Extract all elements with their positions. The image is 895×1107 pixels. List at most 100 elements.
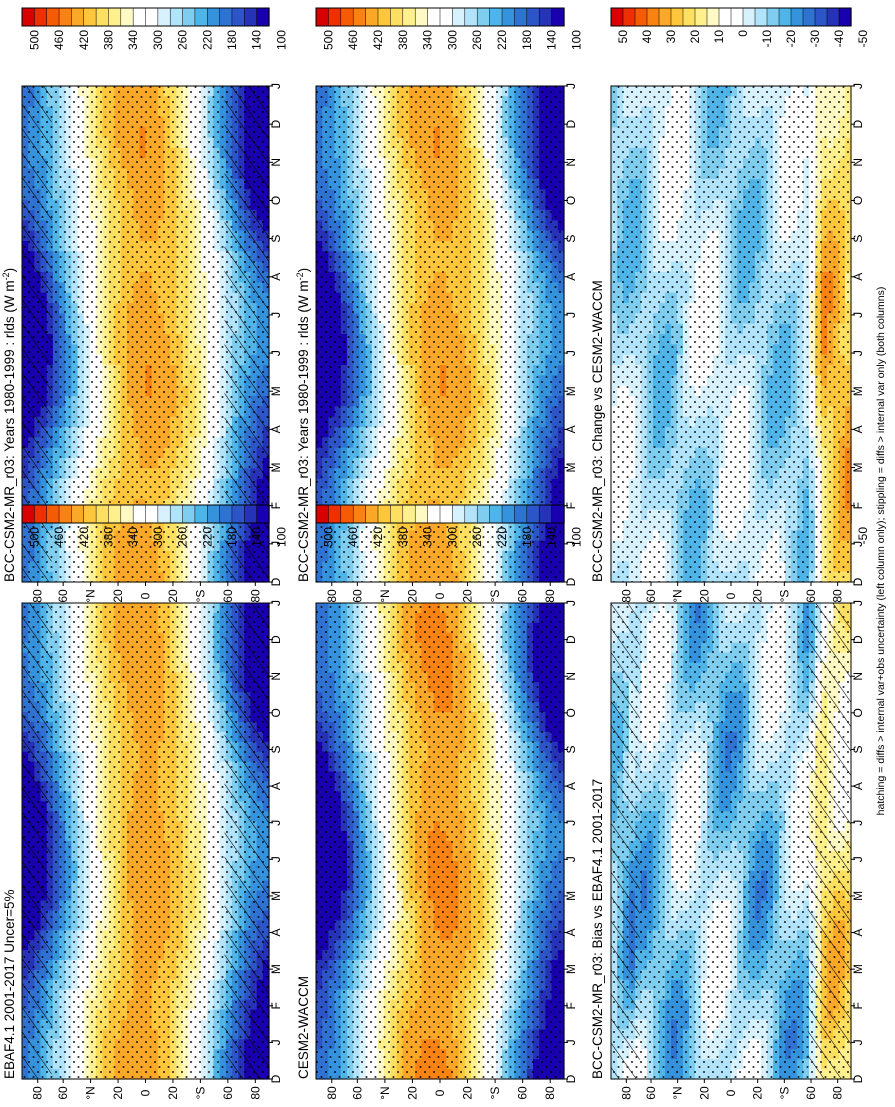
lat-tick-label: 0 (139, 592, 153, 599)
month-tick-label: N (564, 158, 578, 167)
colorbar-label: 180 (520, 30, 534, 50)
lat-tick-label: 20 (461, 589, 475, 603)
panel-title-end: ) (2, 268, 17, 273)
panel-title-sup: -2 (295, 272, 305, 280)
colorbar-swatch (465, 8, 478, 26)
colorbar-swatch (84, 8, 97, 26)
panel-title-text: BCC-CSM2-MR_r03: Years 1980-1999 : rlds … (296, 280, 311, 582)
colorbar-label: 460 (346, 30, 360, 50)
colorbar-swatch (353, 8, 366, 26)
colorbar-swatch (170, 8, 183, 26)
colorbar-swatch (514, 8, 527, 26)
colorbar-swatch (34, 8, 47, 26)
month-tick-label: O (269, 196, 283, 205)
colorbar-label: 300 (151, 30, 165, 50)
colorbar-swatch (146, 8, 159, 26)
colorbar-swatch (490, 8, 503, 26)
month-tick-label: F (564, 502, 578, 509)
panel-title: BCC-CSM2-MR_r03: Years 1980-1999 : rlds … (295, 268, 311, 582)
month-tick-label: J (564, 83, 578, 89)
colorbar-swatch (257, 8, 270, 26)
month-tick-label: M (269, 386, 283, 396)
colorbar-swatch (452, 8, 465, 26)
colorbar-label: 500 (27, 30, 41, 50)
lat-tick-label: 80 (543, 589, 557, 603)
lat-tick-label: 80 (31, 589, 45, 603)
panel-title: BCC-CSM2-MR_r03: Years 1980-1999 : rlds … (1, 268, 17, 582)
colorbar-label: 340 (421, 30, 435, 50)
colorbar-swatch (477, 8, 490, 26)
colorbar-label: 300 (445, 30, 459, 50)
month-tick-label: M (564, 386, 578, 396)
lat-tick-label: 60 (516, 589, 530, 603)
colorbar-swatch (328, 8, 341, 26)
colorbar-swatch (316, 8, 329, 26)
colorbar-swatch (341, 8, 354, 26)
lat-tick-label: 20 (111, 589, 125, 603)
colorbar-swatch (158, 8, 171, 26)
month-tick-label: A (564, 425, 578, 433)
month-tick-label: D (564, 119, 578, 128)
month-tick-label: D (269, 577, 283, 586)
month-tick-label: A (564, 273, 578, 281)
colorbar-label: 340 (126, 30, 140, 50)
month-tick-label: N (269, 158, 283, 167)
panel-title-text: BCC-CSM2-MR_r03: Years 1980-1999 : rlds … (2, 280, 17, 582)
month-tick-label: A (269, 425, 283, 433)
lat-tick-label: 60 (221, 589, 235, 603)
colorbar-label: 260 (176, 30, 190, 50)
colorbar-swatch (121, 8, 134, 26)
month-tick-label: S (564, 235, 578, 243)
lat-tick-label: 20 (405, 589, 419, 603)
colorbar-swatch (552, 8, 565, 26)
colorbar-label: 420 (371, 30, 385, 50)
colorbar-label: 380 (396, 30, 410, 50)
colorbar-swatch (390, 8, 403, 26)
colorbar-swatch (415, 8, 428, 26)
lat-tick-label: 60 (56, 589, 70, 603)
lat-tick-label: °N (84, 589, 98, 602)
colorbar-swatch (195, 8, 208, 26)
colorbar-label: 500 (321, 30, 335, 50)
colorbar-swatch (366, 8, 379, 26)
colorbar-label: 420 (77, 30, 91, 50)
colorbar-label: 140 (250, 30, 264, 50)
month-tick-label: O (564, 196, 578, 205)
month-tick-label: J (269, 83, 283, 89)
lat-tick-label: 20 (166, 589, 180, 603)
month-tick-label: F (269, 502, 283, 509)
colorbar-swatch (133, 8, 146, 26)
month-tick-label: D (564, 577, 578, 586)
colorbar-swatch (403, 8, 416, 26)
colorbar-label: 180 (225, 30, 239, 50)
colorbar-swatch (428, 8, 441, 26)
colorbar-swatch (539, 8, 552, 26)
colorbar-swatch (244, 8, 257, 26)
colorbar-swatch (71, 8, 84, 26)
panel-title-sup: -2 (1, 272, 11, 280)
colorbar-swatch (22, 8, 35, 26)
panel-title-end: ) (296, 268, 311, 273)
colorbar-label: 100 (569, 30, 583, 50)
colorbar-label: 140 (545, 30, 559, 50)
colorbar-label: 260 (470, 30, 484, 50)
month-tick-label: D (269, 119, 283, 128)
lat-tick-label: °S (193, 590, 207, 603)
colorbar-label: 100 (274, 30, 288, 50)
month-tick-label: M (269, 463, 283, 473)
lat-tick-label: 0 (433, 592, 447, 599)
colorbar-swatch (502, 8, 515, 26)
colorbar-swatch (47, 8, 60, 26)
lat-tick-label: 80 (248, 589, 262, 603)
colorbar-swatch (378, 8, 391, 26)
month-tick-label: M (564, 463, 578, 473)
lat-tick-label: 60 (350, 589, 364, 603)
lat-tick-label: °S (488, 590, 502, 603)
colorbar-swatch (108, 8, 121, 26)
colorbar-label: 380 (101, 30, 115, 50)
colorbar-swatch (220, 8, 233, 26)
